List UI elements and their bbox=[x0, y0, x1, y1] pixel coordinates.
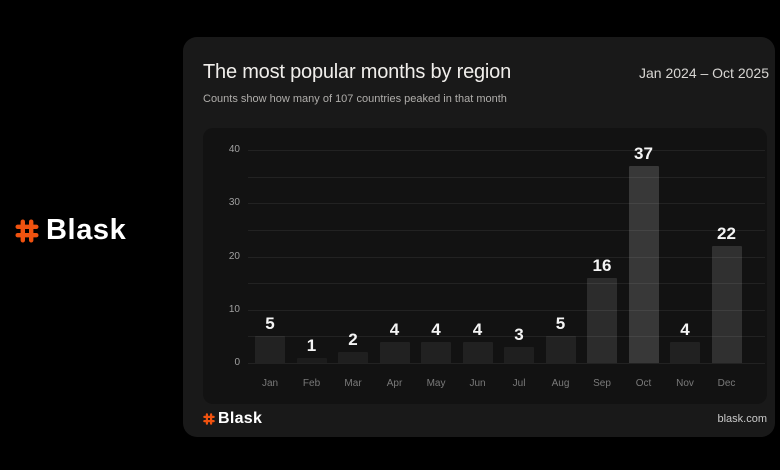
gridline-5 bbox=[248, 336, 765, 338]
value-label-oct: 37 bbox=[634, 144, 653, 163]
bar-jun[interactable] bbox=[462, 341, 493, 363]
gridline-20 bbox=[248, 256, 765, 258]
value-label-jan: 5 bbox=[265, 314, 275, 334]
value-label-mar: 2 bbox=[348, 330, 358, 350]
bar-mar[interactable] bbox=[338, 352, 368, 363]
gridline-35 bbox=[248, 176, 765, 178]
x-axis-label-jan: Jan bbox=[261, 378, 279, 389]
y-axis-tick-10: 10 bbox=[228, 303, 240, 315]
x-axis-label-sep: Sep bbox=[593, 378, 611, 389]
bar-jul[interactable] bbox=[504, 347, 534, 363]
value-label-aug: 5 bbox=[555, 314, 566, 334]
value-label-sep: 16 bbox=[592, 255, 612, 275]
bar-jan[interactable] bbox=[255, 336, 285, 363]
x-axis-label-dec: Dec bbox=[717, 378, 736, 389]
blask-hash-icon bbox=[15, 219, 39, 242]
chart-card: 0 10 20 30 40 5 Jan 1 Feb 2 Mar 4 Apr 4 May 4 Jun 3 Jul 5 Au… bbox=[203, 128, 767, 404]
x-axis-label-aug: Aug bbox=[551, 378, 570, 389]
x-axis-label-feb: Feb bbox=[302, 378, 321, 389]
x-axis-label-jul: Jul bbox=[512, 378, 526, 389]
value-label-jul: 3 bbox=[514, 325, 524, 344]
gridline-0 bbox=[248, 363, 765, 364]
gridline-15 bbox=[248, 283, 765, 285]
x-axis-label-nov: Nov bbox=[676, 378, 694, 389]
footer-brand-logo: Blask bbox=[203, 411, 262, 427]
x-axis-label-mar: Mar bbox=[344, 378, 362, 389]
blask-hash-icon-small bbox=[203, 413, 215, 425]
y-axis-tick-20: 20 bbox=[228, 250, 240, 262]
y-axis-tick-40: 40 bbox=[228, 144, 240, 155]
y-axis-tick-0: 0 bbox=[234, 357, 240, 368]
bar-aug[interactable] bbox=[545, 336, 576, 363]
chart-panel: The most popular months by region Counts… bbox=[183, 37, 775, 437]
gridline-25 bbox=[248, 229, 765, 231]
bar-sep[interactable] bbox=[587, 277, 617, 363]
x-axis-label-may: May bbox=[426, 378, 446, 389]
x-axis-label-jun: Jun bbox=[469, 378, 486, 389]
brand-logo: Blask bbox=[15, 216, 126, 245]
value-label-dec: 22 bbox=[717, 223, 736, 243]
bar-dec[interactable] bbox=[711, 245, 742, 363]
y-axis-tick-30: 30 bbox=[228, 197, 240, 209]
bar-apr[interactable] bbox=[379, 341, 410, 363]
gridline-30 bbox=[248, 203, 765, 205]
footer-brand-name: Blask bbox=[218, 410, 263, 427]
bar-nov[interactable] bbox=[670, 341, 700, 363]
chart-subtitle: Counts show how many of 107 countries pe… bbox=[203, 93, 507, 105]
brand-name: Blask bbox=[46, 214, 127, 246]
bar-may[interactable] bbox=[421, 341, 451, 363]
value-label-may: 4 bbox=[431, 319, 441, 339]
gridline-10 bbox=[248, 309, 765, 311]
value-label-nov: 4 bbox=[680, 319, 690, 339]
x-axis-label-apr: Apr bbox=[386, 378, 403, 389]
date-range-label: Jan 2024 – Oct 2025 bbox=[639, 65, 769, 81]
value-label-apr: 4 bbox=[389, 319, 400, 339]
bar-chart: 0 10 20 30 40 5 Jan 1 Feb 2 Mar 4 Apr 4 May 4 Jun 3 Jul 5 Au… bbox=[203, 128, 767, 404]
panel-footer: Blask blask.com bbox=[203, 409, 767, 429]
value-label-jun: 4 bbox=[472, 319, 483, 339]
site-link[interactable]: blask.com bbox=[717, 413, 767, 425]
bar-oct[interactable] bbox=[628, 166, 659, 363]
gridline-40 bbox=[248, 150, 765, 151]
bar-feb[interactable] bbox=[296, 357, 327, 363]
chart-title: The most popular months by region bbox=[203, 61, 512, 83]
x-axis-label-oct: Oct bbox=[635, 378, 652, 389]
value-label-feb: 1 bbox=[306, 335, 317, 355]
